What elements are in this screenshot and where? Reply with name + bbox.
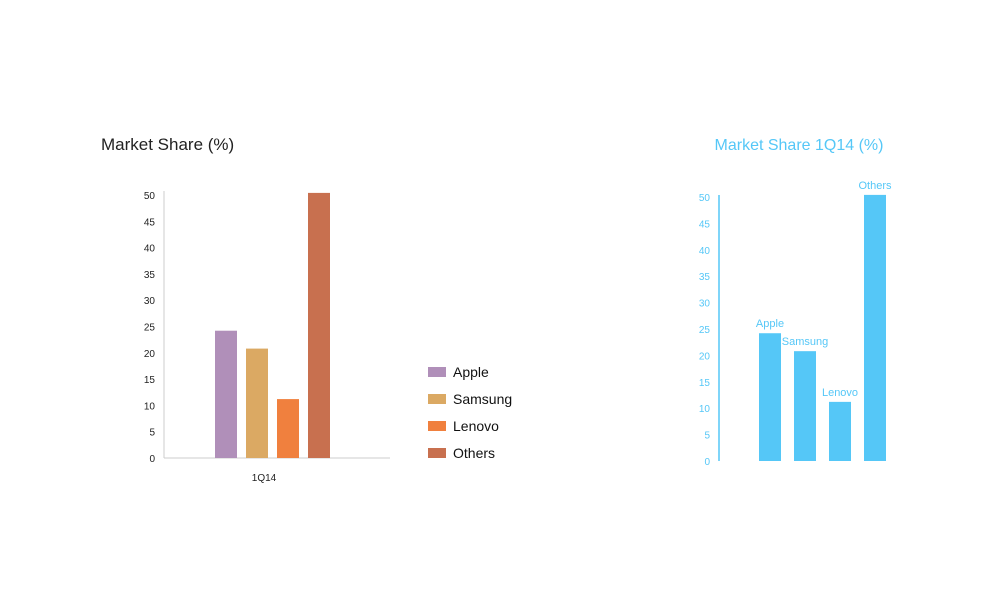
- y-tick-label: 10: [699, 404, 711, 415]
- bar-apple: [215, 330, 237, 458]
- market-share-chart: Market Share (%) 0 5 10 15 20 25 30 35 40 45 50 1Q…: [101, 135, 512, 484]
- bar-samsung: [246, 348, 268, 458]
- bar-others: [864, 194, 886, 461]
- bar-lenovo: [277, 399, 299, 458]
- legend-label-samsung: Samsung: [453, 391, 512, 407]
- y-tick-label: 30: [699, 299, 711, 310]
- y-tick-label: 15: [144, 375, 156, 386]
- legend-label-others: Others: [453, 445, 495, 461]
- y-tick-label: 50: [699, 193, 711, 204]
- legend-swatch-apple: [428, 367, 446, 377]
- y-tick-label: 45: [144, 217, 156, 228]
- y-tick-label: 20: [699, 351, 711, 362]
- y-tick-label: 25: [699, 325, 711, 336]
- y-tick-label: 50: [144, 191, 156, 202]
- bar-lenovo: [829, 401, 851, 461]
- y-tick-label: 5: [704, 431, 710, 442]
- y-tick-label: 5: [149, 428, 155, 439]
- legend-swatch-lenovo: [428, 421, 446, 431]
- y-tick-label: 40: [699, 246, 711, 257]
- y-tick-label: 40: [144, 244, 156, 255]
- data-label-apple: Apple: [756, 318, 784, 330]
- data-label-samsung: Samsung: [782, 336, 828, 348]
- y-tick-label: 35: [144, 270, 156, 281]
- y-tick-label: 25: [144, 323, 156, 334]
- y-tick-label: 30: [144, 296, 156, 307]
- y-tick-label: 35: [699, 272, 711, 283]
- chart-title: Market Share 1Q14 (%): [715, 137, 884, 154]
- legend-label-lenovo: Lenovo: [453, 418, 499, 434]
- legend-swatch-samsung: [428, 394, 446, 404]
- legend-label-apple: Apple: [453, 364, 489, 380]
- data-label-lenovo: Lenovo: [822, 387, 858, 399]
- x-tick-label: 1Q14: [252, 473, 277, 484]
- legend-swatch-others: [428, 448, 446, 458]
- y-axis-ticks: 0 5 10 15 20 25 30 35 40 45 50: [144, 191, 156, 465]
- bar-apple: [759, 333, 781, 461]
- bar-others: [308, 192, 330, 458]
- y-tick-label: 0: [704, 457, 710, 468]
- chart-title: Market Share (%): [101, 135, 234, 154]
- bars: [759, 194, 886, 461]
- market-share-1q14-chart: Market Share 1Q14 (%) 0 5 10 15 20 25 30 35 40 45…: [699, 137, 892, 468]
- y-tick-label: 0: [149, 454, 155, 465]
- y-tick-label: 45: [699, 219, 711, 230]
- y-tick-label: 20: [144, 349, 156, 360]
- bars: [215, 192, 330, 458]
- legend: Apple Samsung Lenovo Others: [428, 364, 512, 461]
- data-label-others: Others: [858, 180, 892, 192]
- bar-samsung: [794, 351, 816, 461]
- y-axis-ticks: 0 5 10 15 20 25 30 35 40 45 50: [699, 193, 711, 468]
- y-tick-label: 10: [144, 401, 156, 412]
- y-tick-label: 15: [699, 378, 711, 389]
- data-labels: Apple Samsung Lenovo Others: [756, 180, 892, 399]
